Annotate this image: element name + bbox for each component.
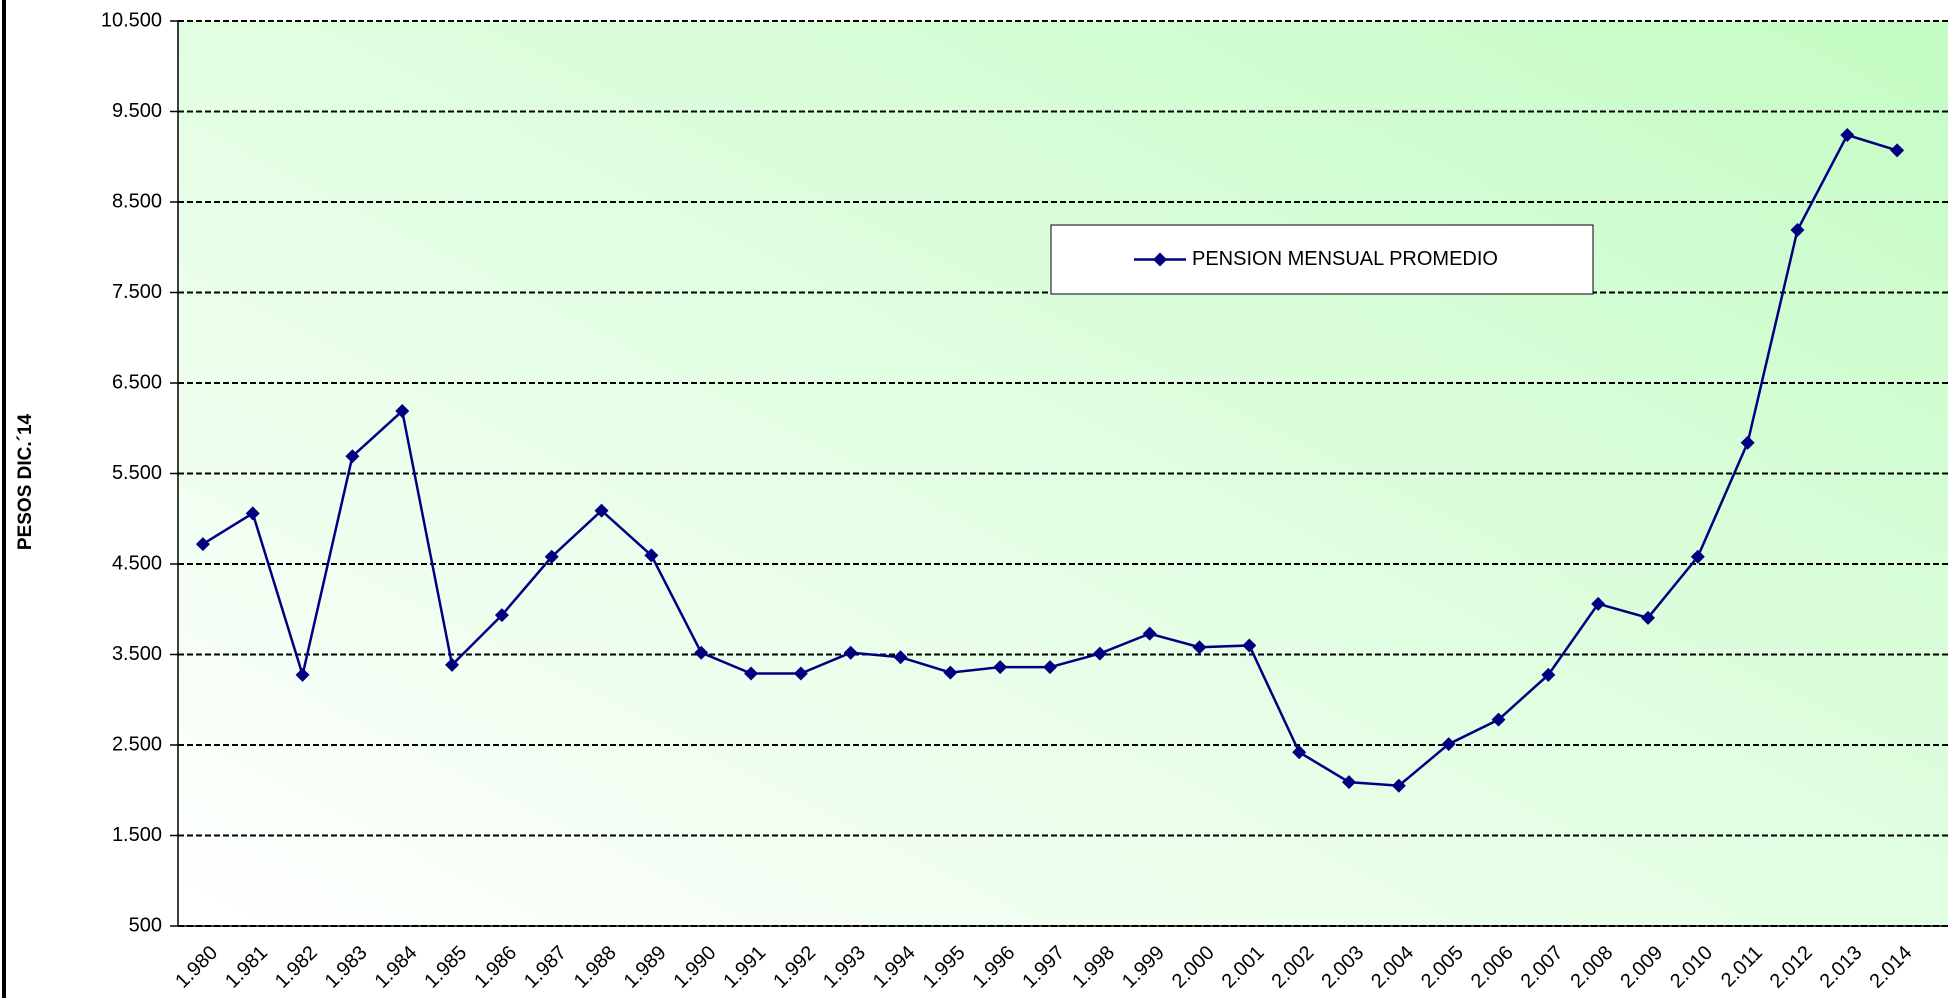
x-tick-label: 2.000 bbox=[1168, 942, 1219, 993]
x-tick-label: 1.992 bbox=[769, 942, 820, 993]
data-point bbox=[345, 449, 360, 464]
y-tick-label: 6.500 bbox=[112, 371, 162, 393]
x-tick-label: 1.998 bbox=[1068, 942, 1119, 993]
data-point bbox=[1292, 745, 1307, 760]
data-point bbox=[1092, 646, 1107, 661]
data-point bbox=[1690, 549, 1705, 564]
data-point bbox=[793, 666, 808, 681]
x-tick-label: 1.999 bbox=[1118, 942, 1169, 993]
x-tick-label: 2.006 bbox=[1467, 942, 1518, 993]
y-tick-label: 5.500 bbox=[112, 462, 162, 484]
y-axis-label: PESOS DIC.´14 bbox=[15, 413, 36, 550]
data-point bbox=[594, 503, 609, 518]
x-tick-label: 2.011 bbox=[1717, 942, 1767, 992]
data-point bbox=[1391, 778, 1406, 793]
data-point bbox=[195, 537, 210, 552]
data-point bbox=[1242, 638, 1257, 653]
x-tick-label: 1.996 bbox=[969, 942, 1020, 993]
left-border bbox=[2, 0, 6, 998]
data-point bbox=[644, 548, 659, 563]
y-tick-label: 4.500 bbox=[112, 552, 162, 574]
data-point bbox=[1591, 596, 1606, 611]
x-tick-label: 1.991 bbox=[719, 942, 770, 993]
y-tick-label: 7.500 bbox=[112, 281, 162, 303]
data-point bbox=[494, 608, 509, 623]
x-tick-label: 2.012 bbox=[1766, 942, 1817, 993]
x-tick-label: 1.984 bbox=[371, 942, 422, 993]
data-point bbox=[1441, 737, 1456, 752]
x-tick-label: 1.980 bbox=[171, 942, 222, 993]
y-tick-label: 10.500 bbox=[101, 9, 162, 31]
x-tick-label: 1.981 bbox=[221, 942, 272, 993]
x-tick-label: 1.983 bbox=[321, 942, 372, 993]
y-tick-label: 1.500 bbox=[112, 824, 162, 846]
data-point bbox=[943, 665, 958, 680]
data-point bbox=[1043, 660, 1058, 675]
x-tick-label: 1.994 bbox=[869, 942, 920, 993]
data-point bbox=[1541, 667, 1556, 682]
data-point bbox=[843, 645, 858, 660]
x-tick-label: 2.003 bbox=[1317, 942, 1368, 993]
x-tick-label: 2.009 bbox=[1616, 942, 1667, 993]
legend-label: PENSION MENSUAL PROMEDIO bbox=[1192, 248, 1498, 270]
data-point bbox=[1192, 640, 1207, 655]
x-tick-label: 1.988 bbox=[570, 942, 621, 993]
x-tick-label: 2.004 bbox=[1367, 942, 1418, 993]
data-point bbox=[1740, 435, 1755, 450]
x-tick-label: 2.014 bbox=[1865, 942, 1916, 993]
y-tick-label: 3.500 bbox=[112, 643, 162, 665]
x-tick-label: 2.013 bbox=[1816, 942, 1867, 993]
x-tick-label: 1.985 bbox=[420, 942, 471, 993]
data-point bbox=[395, 404, 410, 419]
x-tick-label: 2.010 bbox=[1666, 942, 1717, 993]
data-point bbox=[1890, 143, 1905, 158]
y-tick-label: 2.500 bbox=[112, 733, 162, 755]
data-point bbox=[1491, 712, 1506, 727]
x-tick-label: 1.997 bbox=[1018, 942, 1069, 993]
data-point bbox=[295, 667, 310, 682]
data-point bbox=[744, 666, 759, 681]
y-tick-label: 500 bbox=[129, 914, 162, 936]
data-point bbox=[245, 506, 260, 521]
x-tick-label: 2.001 bbox=[1218, 942, 1269, 993]
data-point bbox=[1342, 775, 1357, 790]
x-tick-label: 2.007 bbox=[1517, 942, 1568, 993]
x-tick-label: 1.987 bbox=[520, 942, 571, 993]
x-tick-label: 2.008 bbox=[1566, 942, 1617, 993]
x-tick-label: 1.995 bbox=[919, 942, 970, 993]
data-point bbox=[893, 650, 908, 665]
data-point bbox=[1790, 223, 1805, 238]
x-tick-label: 1.990 bbox=[670, 942, 721, 993]
data-point bbox=[1840, 128, 1855, 143]
x-tick-label: 1.993 bbox=[819, 942, 870, 993]
data-point bbox=[694, 645, 709, 660]
data-point bbox=[544, 549, 559, 564]
x-tick-label: 1.986 bbox=[470, 942, 521, 993]
legend-marker bbox=[1153, 252, 1167, 267]
data-point bbox=[993, 660, 1008, 675]
y-tick-label: 8.500 bbox=[112, 190, 162, 212]
data-point bbox=[1142, 626, 1157, 641]
x-tick-label: 2.002 bbox=[1267, 942, 1318, 993]
x-tick-label: 1.989 bbox=[620, 942, 671, 993]
x-tick-label: 2.005 bbox=[1417, 942, 1468, 993]
y-tick-label: 9.500 bbox=[112, 100, 162, 122]
data-point bbox=[445, 657, 460, 672]
data-point bbox=[1640, 610, 1655, 625]
x-tick-label: 1.982 bbox=[271, 942, 322, 993]
